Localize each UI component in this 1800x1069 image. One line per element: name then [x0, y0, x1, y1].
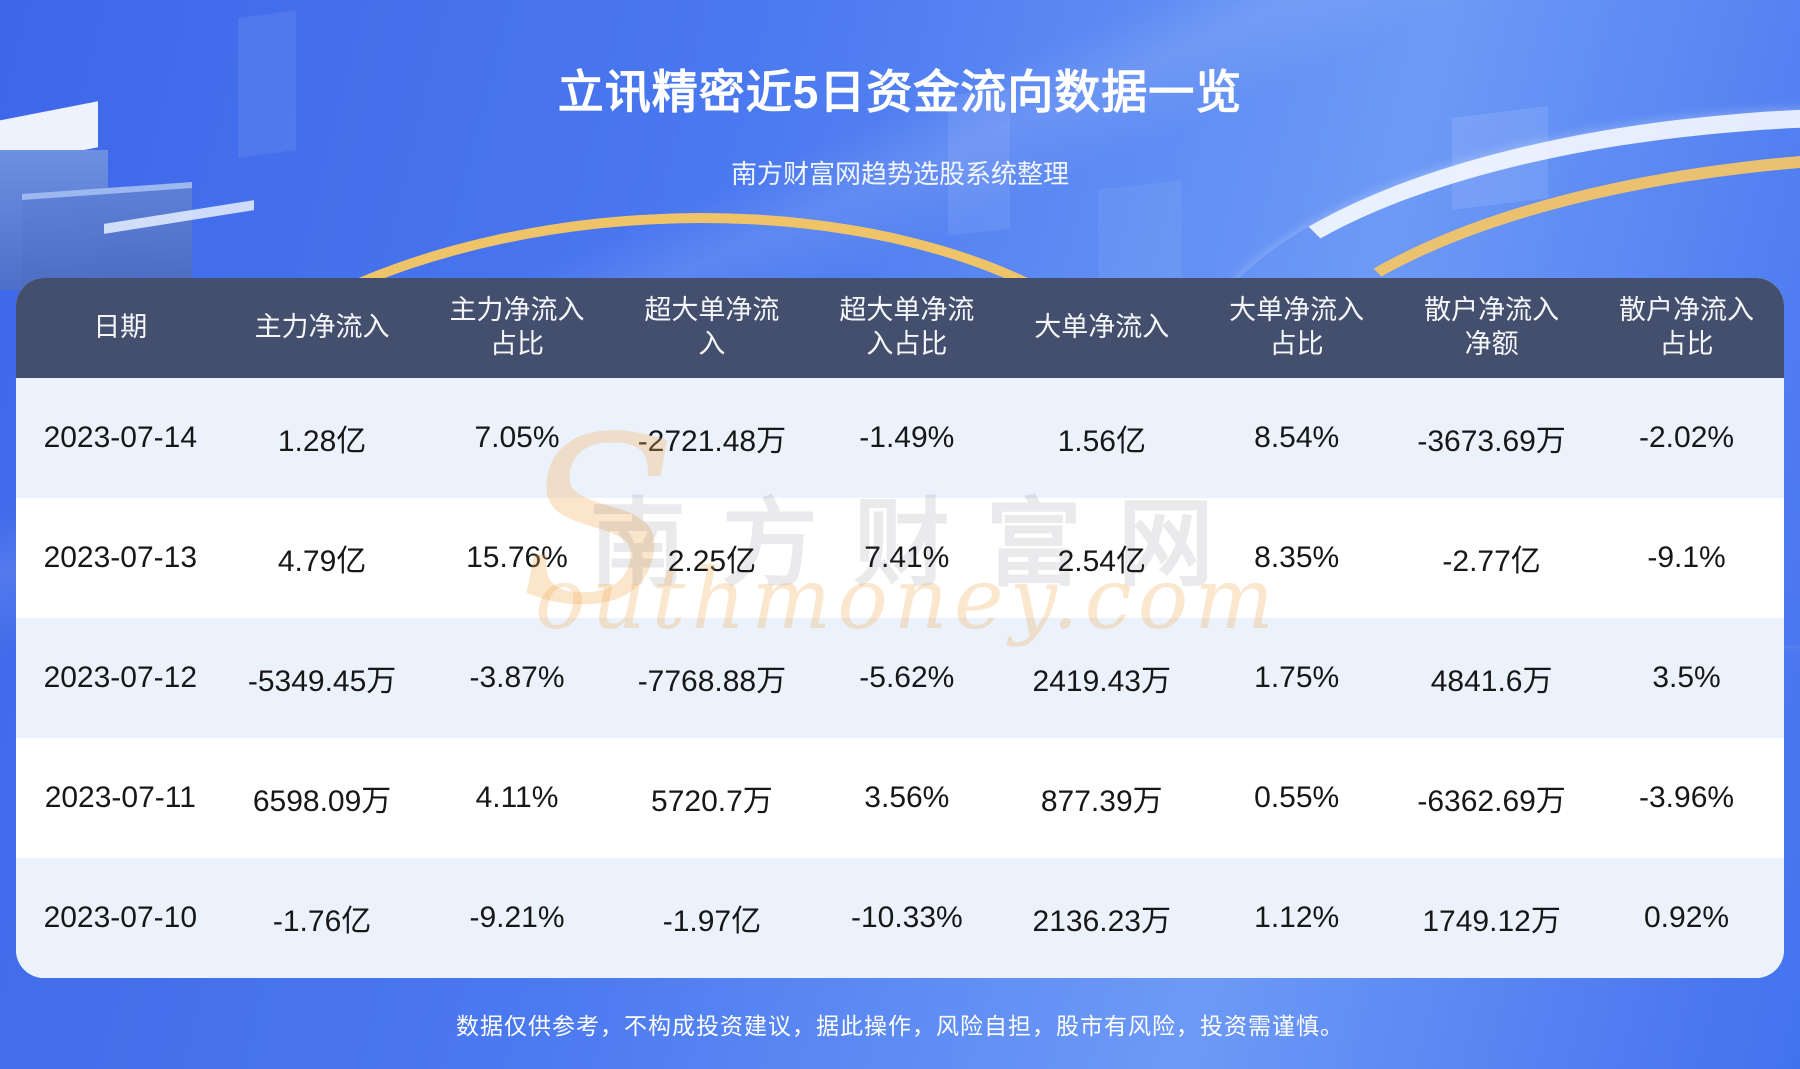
- table-cell: 5720.7万: [614, 738, 810, 858]
- table-cell: -3.87%: [419, 618, 615, 738]
- column-header-retail-net-inflow: 散户净流入净额: [1394, 278, 1590, 378]
- page-title: 立讯精密近5日资金流向数据一览: [557, 66, 1243, 118]
- cell-date: 2023-07-10: [16, 858, 225, 978]
- table-cell: 1.56亿: [1004, 378, 1200, 498]
- table-cell: 1749.12万: [1394, 858, 1590, 978]
- table-cell: -6362.69万: [1394, 738, 1590, 858]
- column-header-main-net-inflow: 主力净流入: [224, 278, 420, 378]
- table-cell: -1.97亿: [614, 858, 810, 978]
- table-cell: -3673.69万: [1394, 378, 1590, 498]
- table-cell: -2.77亿: [1394, 498, 1590, 618]
- table-cell: -2.02%: [1589, 378, 1784, 498]
- table-row: 2023-07-14 1.28亿 7.05% -2721.48万 -1.49% …: [16, 378, 1784, 498]
- column-header-large-order-net-inflow-pct: 大单净流入占比: [1199, 278, 1395, 378]
- table-cell: 3.5%: [1589, 618, 1784, 738]
- column-header-date: 日期: [16, 278, 225, 378]
- column-header-main-net-inflow-pct: 主力净流入占比: [419, 278, 615, 378]
- table-cell: 4.11%: [419, 738, 615, 858]
- table-cell: 8.35%: [1199, 498, 1395, 618]
- table-cell: -10.33%: [809, 858, 1005, 978]
- table-cell: 7.05%: [419, 378, 615, 498]
- cell-date: 2023-07-11: [16, 738, 225, 858]
- table-row: 2023-07-11 6598.09万 4.11% 5720.7万 3.56% …: [16, 738, 1784, 858]
- table-cell: -1.49%: [809, 378, 1005, 498]
- table-cell: -9.1%: [1589, 498, 1784, 618]
- disclaimer-text: 数据仅供参考，不构成投资建议，据此操作，风险自担，股市有风险，投资需谨慎。: [456, 1012, 1344, 1039]
- hero-header: 立讯精密近5日资金流向数据一览 南方财富网趋势选股系统整理: [0, 0, 1800, 191]
- table-cell: 3.56%: [809, 738, 1005, 858]
- cell-date: 2023-07-14: [16, 378, 225, 498]
- table-cell: 4841.6万: [1394, 618, 1590, 738]
- table-cell: 8.54%: [1199, 378, 1395, 498]
- cell-date: 2023-07-12: [16, 618, 225, 738]
- table-cell: -5.62%: [809, 618, 1005, 738]
- table-cell: -5349.45万: [224, 618, 420, 738]
- table-cell: -3.96%: [1589, 738, 1784, 858]
- table-header-row: 日期 主力净流入 主力净流入占比 超大单净流入 超大单净流入占比 大单净流入 大…: [16, 278, 1784, 378]
- table-cell: 2.25亿: [614, 498, 810, 618]
- table-cell: -2721.48万: [614, 378, 810, 498]
- table-cell: 1.28亿: [224, 378, 420, 498]
- column-header-retail-net-inflow-pct: 散户净流入占比: [1589, 278, 1784, 378]
- table-cell: 1.75%: [1199, 618, 1395, 738]
- table-cell: 2419.43万: [1004, 618, 1200, 738]
- table-cell: 2.54亿: [1004, 498, 1200, 618]
- table-cell: 2136.23万: [1004, 858, 1200, 978]
- table-cell: 6598.09万: [224, 738, 420, 858]
- fund-flow-table-card: 日期 主力净流入 主力净流入占比 超大单净流入 超大单净流入占比 大单净流入 大…: [16, 278, 1784, 978]
- table-cell: -7768.88万: [614, 618, 810, 738]
- table-row: 2023-07-10 -1.76亿 -9.21% -1.97亿 -10.33% …: [16, 858, 1784, 978]
- table-cell: -1.76亿: [224, 858, 420, 978]
- column-header-xl-order-net-inflow: 超大单净流入: [614, 278, 810, 378]
- fund-flow-table: 日期 主力净流入 主力净流入占比 超大单净流入 超大单净流入占比 大单净流入 大…: [16, 278, 1784, 978]
- table-cell: 7.41%: [809, 498, 1005, 618]
- table-cell: 0.92%: [1589, 858, 1784, 978]
- table-cell: -9.21%: [419, 858, 615, 978]
- building-decoration: [104, 200, 254, 234]
- table-cell: 15.76%: [419, 498, 615, 618]
- table-row: 2023-07-13 4.79亿 15.76% 2.25亿 7.41% 2.54…: [16, 498, 1784, 618]
- table-cell: 4.79亿: [224, 498, 420, 618]
- page-subtitle: 南方财富网趋势选股系统整理: [730, 159, 1069, 189]
- cell-date: 2023-07-13: [16, 498, 225, 618]
- table-cell: 877.39万: [1004, 738, 1200, 858]
- table-cell: 0.55%: [1199, 738, 1395, 858]
- table-row: 2023-07-12 -5349.45万 -3.87% -7768.88万 -5…: [16, 618, 1784, 738]
- column-header-xl-order-net-inflow-pct: 超大单净流入占比: [809, 278, 1005, 378]
- table-cell: 1.12%: [1199, 858, 1395, 978]
- column-header-large-order-net-inflow: 大单净流入: [1004, 278, 1200, 378]
